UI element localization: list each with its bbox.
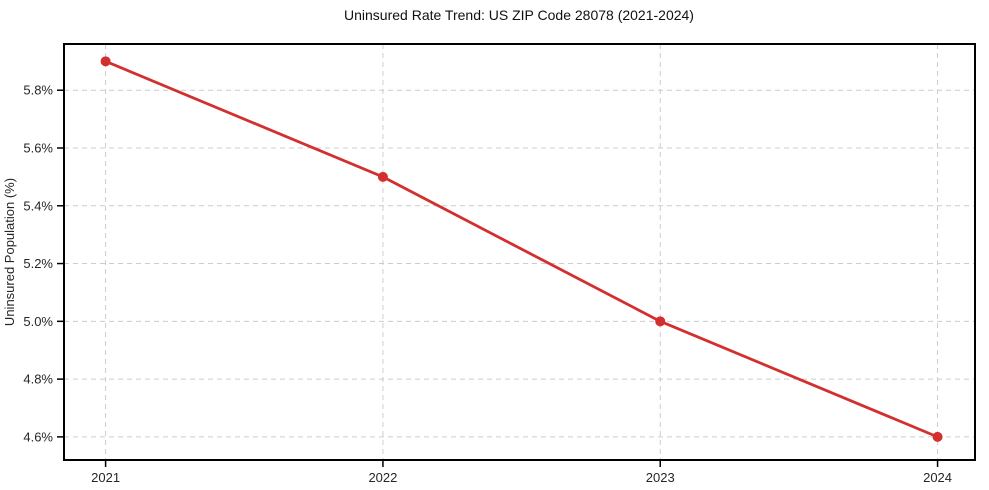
series-group bbox=[100, 56, 943, 442]
y-tick-label: 5.2% bbox=[23, 256, 53, 271]
data-point bbox=[377, 171, 388, 182]
plot-border bbox=[63, 43, 976, 461]
x-tick-label: 2023 bbox=[646, 470, 675, 485]
trend-line bbox=[104, 59, 939, 439]
axis-ticks: 4.6% 4.8% 5.0% 5.2% 5.4% 5.6% 5.8% 2021 2022 2023… bbox=[23, 83, 952, 485]
data-point bbox=[100, 56, 111, 67]
x-tick-label: 2024 bbox=[923, 470, 952, 485]
y-axis-label: Uninsured Population (%) bbox=[2, 178, 17, 326]
y-tick-label: 4.6% bbox=[23, 429, 53, 444]
x-tick-label: 2021 bbox=[91, 470, 120, 485]
x-tick-label: 2022 bbox=[368, 470, 397, 485]
y-tick-label: 5.8% bbox=[23, 83, 53, 98]
y-tick-label: 5.0% bbox=[23, 314, 53, 329]
y-tick-label: 4.8% bbox=[23, 372, 53, 387]
data-point bbox=[655, 316, 666, 327]
chart-title: Uninsured Rate Trend: US ZIP Code 28078 … bbox=[344, 7, 694, 23]
y-tick-label: 5.6% bbox=[23, 141, 53, 156]
gridlines bbox=[64, 44, 975, 460]
y-tick-label: 5.4% bbox=[23, 198, 53, 213]
data-point bbox=[932, 431, 943, 442]
